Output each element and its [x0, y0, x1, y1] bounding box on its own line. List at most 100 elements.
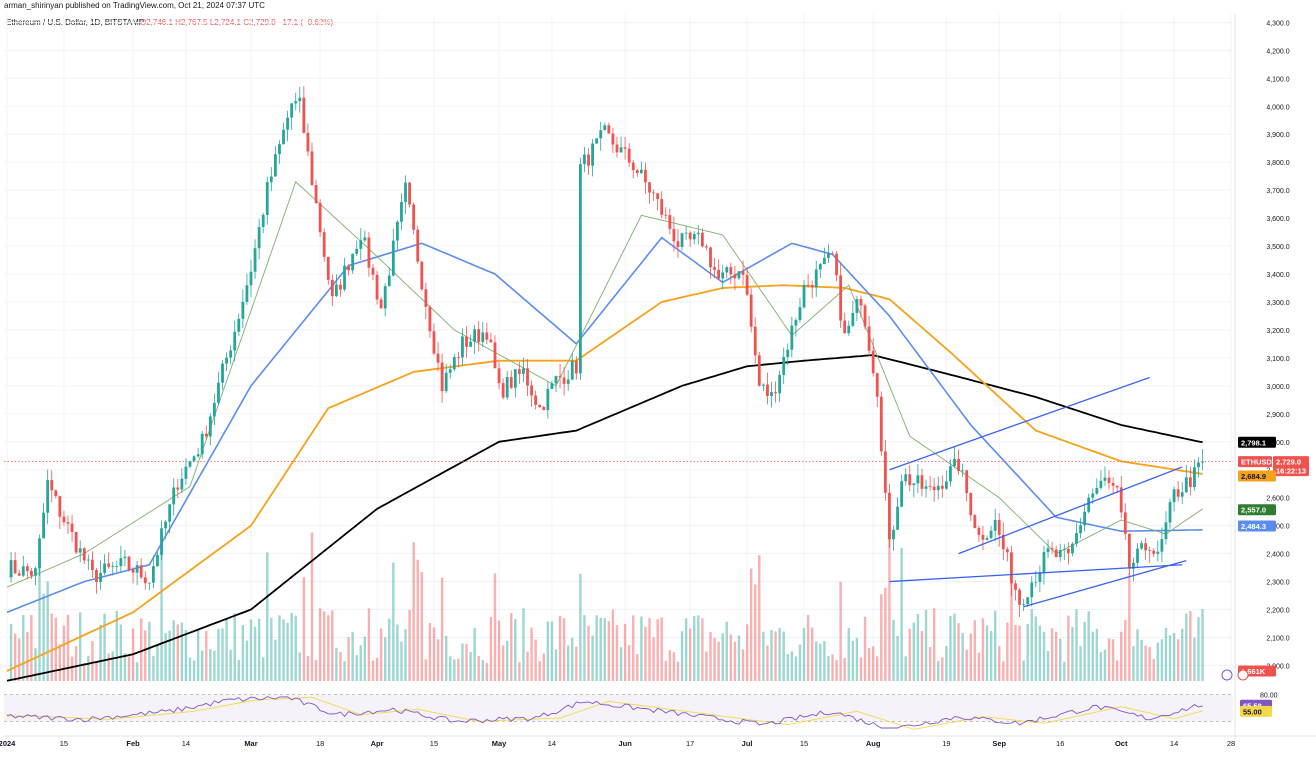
candle-body — [501, 383, 505, 398]
volume-bar — [34, 648, 37, 681]
time-tick-label: 15 — [800, 739, 808, 748]
volume-bar — [30, 614, 33, 681]
candle-body — [1083, 511, 1087, 526]
candle-body — [119, 558, 123, 567]
ma50-line — [6, 236, 1203, 614]
price-tick-label: 4,300.0 — [1266, 20, 1289, 27]
volume-bar — [408, 609, 411, 681]
volume-bar — [530, 627, 533, 681]
candle-body — [400, 202, 403, 222]
candle-body — [461, 336, 464, 358]
volume-bar — [989, 631, 993, 681]
volume-bar — [831, 654, 834, 681]
candle-body — [326, 256, 330, 280]
candle-body — [745, 274, 749, 295]
price-tick-label: 2,200.0 — [1266, 608, 1289, 615]
candle-body — [493, 342, 497, 369]
volume-bar — [58, 644, 62, 681]
time-tick-label: 15 — [60, 739, 68, 748]
candle-body — [192, 456, 196, 462]
volume-bar — [66, 614, 70, 681]
candle-body — [989, 530, 993, 539]
candle-body — [375, 274, 379, 300]
candle-body — [1034, 581, 1038, 583]
volume-bar — [810, 627, 814, 681]
candle-body — [412, 204, 416, 230]
candle-body — [631, 162, 635, 171]
candle-body — [920, 475, 924, 489]
volume-bar — [1075, 609, 1078, 681]
volume-bar — [554, 649, 558, 681]
volume-bar — [514, 619, 517, 681]
candle-body — [322, 232, 326, 257]
time-tick-label: Mar — [244, 739, 257, 748]
candle-body — [534, 395, 538, 405]
volume-bar — [693, 616, 696, 681]
candle-body — [1030, 582, 1034, 598]
price-tick-label: 3,100.0 — [1266, 356, 1289, 363]
candle-body — [680, 233, 684, 247]
volume-bar — [534, 639, 537, 681]
volume-bar — [953, 613, 956, 681]
candle-body — [924, 486, 928, 489]
candle-body — [339, 284, 342, 290]
volume-bar — [318, 608, 322, 681]
candle-body — [298, 97, 302, 102]
volume-bar — [928, 647, 932, 681]
trendline — [889, 564, 1183, 583]
volume-bar — [237, 660, 240, 681]
volume-bar — [152, 655, 155, 681]
volume-bar — [1099, 652, 1103, 681]
volume-bar — [1034, 616, 1038, 681]
volume-bar — [526, 651, 529, 681]
price-tick-label: 3,300.0 — [1266, 300, 1289, 307]
volume-bar — [188, 657, 192, 681]
volume-bar — [668, 650, 672, 681]
rsi-pane — [4, 694, 1233, 730]
volume-bar — [42, 593, 45, 681]
candle-body — [286, 117, 289, 130]
candle-body — [940, 485, 944, 489]
candle-body — [644, 169, 647, 183]
volume-bar — [200, 650, 204, 681]
volume-bar — [680, 631, 684, 681]
trend-channel-lines[interactable] — [889, 376, 1187, 608]
volume-bar — [26, 632, 29, 681]
candle-body — [737, 271, 741, 279]
volume-bar — [733, 641, 737, 681]
time-tick-label: May — [492, 739, 507, 748]
volume-bar — [806, 614, 810, 681]
candle-body — [798, 307, 802, 321]
price-axis[interactable]: 4,300.0 4,200.0 4,100.0 4,000.0 3,900.0 3,800… — [4, 14, 1316, 740]
volume-bar — [676, 661, 680, 681]
volume-bar — [139, 618, 143, 681]
price-tick-label: 3,900.0 — [1266, 132, 1289, 139]
volume-bar — [294, 615, 297, 681]
volume-bar — [993, 610, 997, 681]
candle-body — [1022, 604, 1026, 605]
volume-bar — [644, 626, 647, 681]
candle-body — [1148, 550, 1152, 552]
volume-value-tag: 1.661K — [1241, 667, 1266, 676]
time-axis[interactable]: 2024 15 Feb 14 Mar 18 Apr 15 May 14 Jun 17 Jul 15 Aug 1… — [0, 739, 1235, 748]
rsi-tick-label: 80.00 — [1260, 693, 1278, 700]
volume-bar — [302, 577, 306, 681]
volume-bar — [1148, 647, 1151, 681]
candle-body — [969, 493, 973, 516]
volume-bar — [481, 660, 484, 681]
price-tick-label: 3,700.0 — [1266, 188, 1289, 195]
volume-bar — [485, 662, 489, 681]
candle-body — [526, 368, 529, 386]
candle-body — [404, 182, 407, 203]
time-tick-label: Feb — [126, 739, 140, 748]
candle-body — [233, 331, 237, 351]
candle-body — [896, 506, 899, 530]
candle-body — [1164, 522, 1168, 540]
rsi-value-tag: 65.58 — [1243, 701, 1262, 710]
volume-bar — [282, 619, 285, 681]
rsi-line — [6, 696, 1203, 729]
candle-body — [371, 267, 375, 275]
candle-body — [456, 357, 460, 358]
ma200-value-tag-bg — [1238, 436, 1276, 448]
